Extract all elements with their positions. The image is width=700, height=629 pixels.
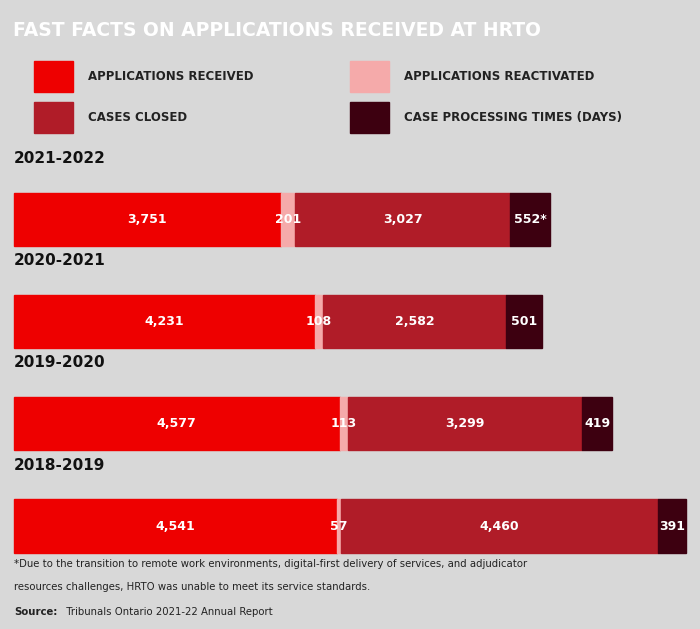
Text: APPLICATIONS REACTIVATED: APPLICATIONS REACTIVATED	[404, 70, 594, 84]
Text: 4,460: 4,460	[480, 520, 519, 533]
Text: 3,751: 3,751	[127, 213, 167, 226]
Text: resources challenges, HRTO was unable to meet its service standards.: resources challenges, HRTO was unable to…	[14, 582, 370, 592]
Bar	[281, 192, 295, 246]
Text: 2018-2019: 2018-2019	[14, 457, 106, 472]
Text: 2020-2021: 2020-2021	[14, 253, 106, 268]
Text: 3,299: 3,299	[445, 417, 484, 430]
Text: APPLICATIONS RECEIVED: APPLICATIONS RECEIVED	[88, 70, 253, 84]
Text: 2021-2022: 2021-2022	[14, 151, 106, 166]
Text: 4,541: 4,541	[155, 520, 195, 533]
Text: 4,231: 4,231	[145, 315, 184, 328]
FancyBboxPatch shape	[350, 103, 389, 133]
FancyBboxPatch shape	[34, 62, 73, 92]
Bar	[340, 398, 347, 450]
Text: 391: 391	[659, 520, 685, 533]
Text: 419: 419	[584, 417, 610, 430]
Bar	[506, 295, 542, 348]
Text: 113: 113	[330, 417, 356, 430]
Text: *Due to the transition to remote work environments, digital-first delivery of se: *Due to the transition to remote work en…	[14, 559, 527, 569]
Bar	[347, 398, 582, 450]
Bar	[582, 398, 612, 450]
Bar	[510, 192, 550, 246]
Bar	[323, 295, 506, 348]
Bar	[658, 499, 686, 552]
Text: 201: 201	[275, 213, 301, 226]
Text: 108: 108	[306, 315, 332, 328]
Text: 4,577: 4,577	[157, 417, 197, 430]
Text: Source:: Source:	[14, 607, 57, 617]
FancyBboxPatch shape	[350, 62, 389, 92]
Bar	[14, 192, 281, 246]
Text: FAST FACTS ON APPLICATIONS RECEIVED AT HRTO: FAST FACTS ON APPLICATIONS RECEIVED AT H…	[13, 21, 540, 40]
Bar	[295, 192, 510, 246]
Text: CASE PROCESSING TIMES (DAYS): CASE PROCESSING TIMES (DAYS)	[404, 111, 622, 125]
Text: CASES CLOSED: CASES CLOSED	[88, 111, 187, 125]
Text: Tribunals Ontario 2021-22 Annual Report: Tribunals Ontario 2021-22 Annual Report	[63, 607, 273, 617]
Text: 2019-2020: 2019-2020	[14, 355, 106, 370]
FancyBboxPatch shape	[34, 103, 73, 133]
Bar	[14, 398, 340, 450]
Text: 57: 57	[330, 520, 348, 533]
Bar	[337, 499, 341, 552]
Text: 3,027: 3,027	[383, 213, 423, 226]
Bar	[341, 499, 658, 552]
Bar	[14, 499, 337, 552]
Bar	[315, 295, 323, 348]
Text: 2,582: 2,582	[395, 315, 434, 328]
Text: 501: 501	[511, 315, 537, 328]
Bar	[14, 295, 315, 348]
Text: 552*: 552*	[514, 213, 546, 226]
